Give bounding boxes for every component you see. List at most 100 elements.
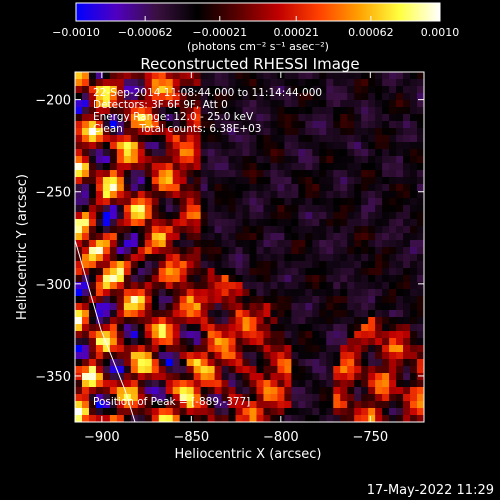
heatmap-cell: [151, 100, 160, 108]
heatmap-cell: [375, 310, 383, 318]
heatmap-cell: [144, 254, 153, 262]
heatmap-cell: [95, 128, 104, 136]
heatmap-cell: [305, 149, 313, 157]
heatmap-cell: [417, 345, 424, 353]
heatmap-cell: [396, 289, 404, 297]
heatmap-cell: [368, 107, 376, 115]
heatmap-cell: [214, 128, 222, 136]
heatmap-cell: [354, 212, 362, 220]
heatmap-cell: [417, 72, 424, 80]
heatmap-cell: [242, 149, 250, 157]
heatmap-cell: [347, 373, 355, 381]
heatmap-cell: [214, 121, 222, 129]
heatmap-cell: [284, 170, 292, 178]
heatmap-cell: [228, 317, 236, 325]
heatmap-cell: [382, 296, 390, 304]
heatmap-cell: [410, 317, 418, 325]
heatmap-cell: [403, 72, 411, 80]
heatmap-cell: [130, 387, 139, 395]
heatmap-cell: [333, 93, 341, 101]
heatmap-cell: [361, 156, 369, 164]
heatmap-cell: [75, 415, 83, 422]
heatmap-cell: [158, 380, 167, 388]
heatmap-cell: [75, 170, 83, 178]
heatmap-cell: [382, 86, 390, 94]
heatmap-cell: [228, 149, 236, 157]
heatmap-cell: [375, 219, 383, 227]
heatmap-cell: [109, 324, 118, 332]
heatmap-cell: [382, 121, 390, 129]
heatmap-cell: [312, 149, 320, 157]
heatmap-cell: [347, 212, 355, 220]
heatmap-cell: [333, 373, 341, 381]
heatmap-cell: [75, 100, 83, 108]
heatmap-cell: [291, 289, 299, 297]
heatmap-cell: [389, 226, 397, 234]
heatmap-cell: [340, 233, 348, 241]
heatmap-cell: [158, 359, 167, 367]
heatmap-cell: [291, 149, 299, 157]
heatmap-cell: [403, 233, 411, 241]
heatmap-cell: [95, 142, 104, 150]
heatmap-cell: [172, 128, 181, 136]
heatmap-cell: [221, 121, 229, 129]
heatmap-cell: [242, 93, 250, 101]
heatmap-cell: [256, 247, 264, 255]
heatmap-cell: [347, 121, 355, 129]
heatmap-cell: [291, 72, 299, 80]
heatmap-cell: [186, 408, 195, 416]
heatmap-cell: [200, 219, 209, 227]
heatmap-cell: [263, 149, 271, 157]
heatmap-cell: [326, 79, 334, 87]
heatmap-cell: [354, 79, 362, 87]
heatmap-cell: [368, 338, 376, 346]
heatmap-cell: [109, 380, 118, 388]
heatmap-cell: [116, 352, 125, 360]
heatmap-cell: [305, 296, 313, 304]
heatmap-cell: [410, 114, 418, 122]
heatmap-cell: [277, 254, 285, 262]
heatmap-cell: [193, 163, 202, 171]
heatmap-cell: [228, 338, 236, 346]
heatmap-cell: [116, 142, 125, 150]
heatmap-cell: [403, 289, 411, 297]
heatmap-cell: [137, 415, 146, 422]
heatmap-cell: [291, 324, 299, 332]
heatmap-cell: [375, 198, 383, 206]
heatmap-cell: [305, 303, 313, 311]
heatmap-cell: [144, 198, 153, 206]
heatmap-cell: [130, 149, 139, 157]
heatmap-cell: [200, 345, 209, 353]
heatmap-cell: [221, 79, 229, 87]
heatmap-cell: [375, 380, 383, 388]
heatmap-cell: [235, 93, 243, 101]
heatmap-cell: [109, 205, 118, 213]
heatmap-cell: [172, 100, 181, 108]
heatmap-cell: [123, 233, 132, 241]
heatmap-cell: [403, 254, 411, 262]
heatmap-cell: [214, 282, 222, 290]
heatmap-cell: [200, 401, 209, 409]
heatmap-cell: [249, 261, 257, 269]
heatmap-cell: [298, 268, 306, 276]
heatmap-cell: [396, 128, 404, 136]
heatmap-cell: [221, 93, 229, 101]
heatmap-cell: [291, 268, 299, 276]
heatmap-cell: [109, 247, 118, 255]
heatmap-cell: [144, 310, 153, 318]
heatmap-cell: [368, 247, 376, 255]
heatmap-cell: [403, 226, 411, 234]
heatmap-cell: [382, 226, 390, 234]
heatmap-cell: [382, 240, 390, 248]
heatmap-cell: [326, 226, 334, 234]
heatmap-cell: [81, 226, 90, 234]
heatmap-cell: [144, 387, 153, 395]
heatmap-cell: [389, 177, 397, 185]
heatmap-cell: [410, 324, 418, 332]
heatmap-cell: [151, 212, 160, 220]
heatmap-cell: [123, 303, 132, 311]
heatmap-cell: [193, 373, 202, 381]
heatmap-cell: [312, 198, 320, 206]
heatmap-cell: [284, 380, 292, 388]
heatmap-cell: [158, 394, 167, 402]
